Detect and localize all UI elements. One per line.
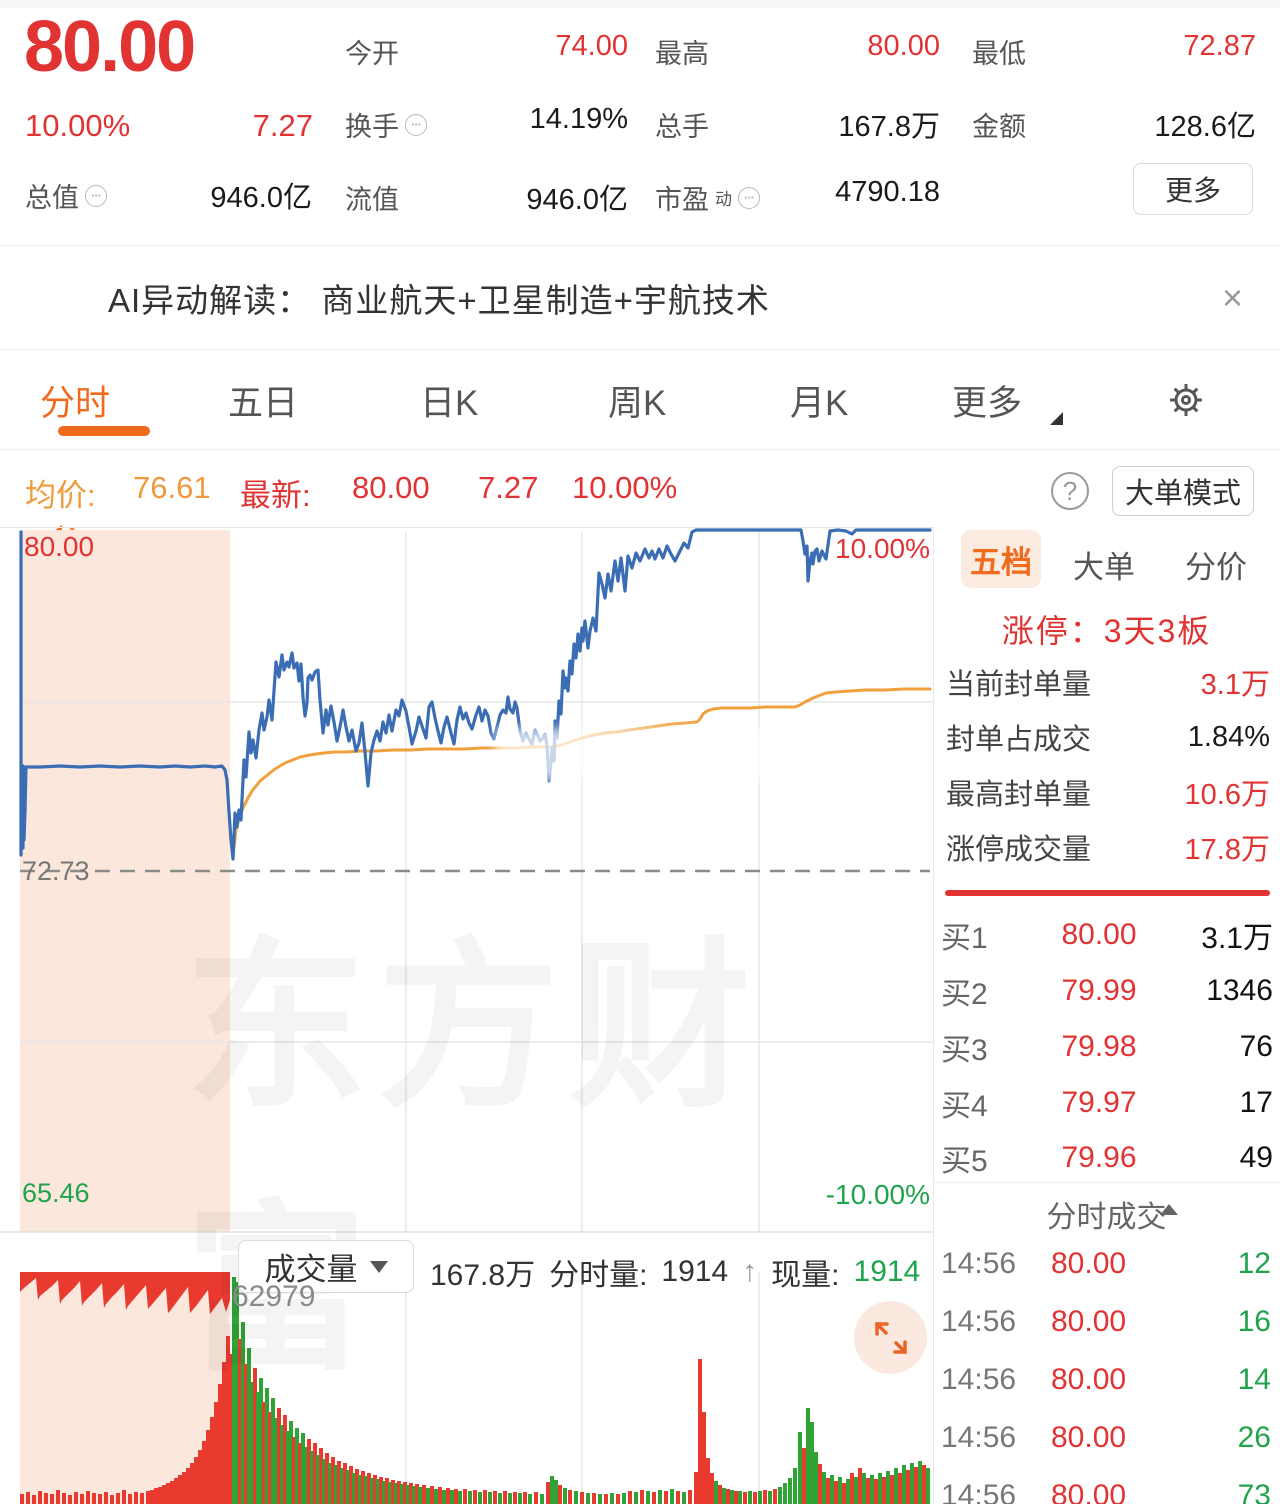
red-divider — [945, 890, 1270, 896]
up-arrow-icon: ↑ — [742, 1255, 758, 1288]
panel-stat-row: 当前封单量 3.1万 — [946, 669, 1270, 701]
bid-row-2[interactable]: 买2 79.99 1346 — [941, 974, 1273, 1011]
more-button[interactable]: 更多 — [1133, 163, 1253, 215]
open-value: 74.00 — [555, 30, 628, 62]
axis-pct-up: 10.00% — [835, 533, 930, 564]
open-label: 今开 — [345, 39, 399, 69]
chevron-down-icon — [369, 1260, 388, 1273]
panel-tab-five-levels[interactable]: 五档 — [961, 530, 1041, 588]
minute-volume-label: 分时量: — [549, 1259, 648, 1292]
info-icon[interactable]: ··· — [85, 184, 107, 207]
axis-limit-up: 80.00 — [24, 531, 95, 562]
axis-prev-close: 72.73 — [22, 856, 90, 886]
tab-minute[interactable]: 分时 — [40, 384, 111, 423]
expand-icon — [874, 1321, 907, 1354]
trades-title[interactable]: 分时成交 — [1046, 1201, 1167, 1234]
ai-alert-text: AI异动解读： 商业航天+卫星制造+宇航技术 — [108, 281, 770, 319]
divider — [0, 449, 1280, 450]
panel-tab-price-dist[interactable]: 分价 — [1185, 550, 1247, 585]
low-value: 72.87 — [1183, 30, 1256, 62]
trade-row: 14:56 80.00 16 — [941, 1305, 1271, 1338]
current-volume-label: 现量: — [771, 1259, 840, 1292]
info-icon[interactable]: ··· — [405, 113, 427, 136]
amount-value: 128.6亿 — [1154, 111, 1256, 143]
bid-row-1[interactable]: 买1 80.00 3.1万 — [941, 918, 1273, 955]
minute-volume: 1914 — [661, 1255, 729, 1288]
ai-alert-bar[interactable]: AI异动解读： 商业航天+卫星制造+宇航技术 × — [0, 245, 1280, 561]
current-price: 80.00 — [24, 7, 196, 87]
active-tab-underline — [58, 426, 150, 436]
pe-value: 4790.18 — [835, 176, 940, 208]
volume-total: 167.8万 — [430, 1259, 536, 1292]
mktcap-value: 946.0亿 — [210, 182, 312, 214]
latest-label: 最新: — [240, 478, 311, 513]
help-icon[interactable]: ? — [1051, 472, 1089, 510]
axis-limit-down: 65.46 — [22, 1178, 90, 1208]
volume-indicator-selector[interactable]: 成交量 — [238, 1240, 414, 1293]
pe-label: 市盈动 ··· — [655, 178, 760, 217]
top-strip — [0, 0, 1280, 8]
divider — [933, 1182, 1280, 1183]
volume-value: 167.8万 — [838, 111, 940, 143]
amount-label: 金额 — [972, 112, 1026, 142]
volume-stats: 167.8万 分时量: 1914 ↑ 现量: 1914 — [430, 1250, 920, 1294]
panel-tab-big-orders[interactable]: 大单 — [1073, 550, 1135, 585]
close-icon[interactable]: × — [1222, 276, 1244, 318]
high-label: 最高 — [655, 39, 709, 69]
tab-monthly-k[interactable]: 月K — [790, 384, 849, 423]
change-percent: 10.00% — [25, 108, 131, 143]
change-amount: 7.27 — [252, 108, 313, 143]
latest-percent: 10.00% — [572, 470, 678, 505]
high-value: 80.00 — [867, 30, 940, 62]
panel-stat-row: 封单占成交 1.84% — [946, 720, 1270, 757]
tab-more[interactable]: 更多 — [952, 384, 1023, 423]
panel-stat-row: 涨停成交量 17.8万 — [946, 834, 1270, 866]
tab-daily-k[interactable]: 日K — [420, 384, 479, 423]
fullscreen-button[interactable] — [854, 1301, 927, 1374]
corner-triangle-icon — [1050, 412, 1063, 425]
bid-row-4[interactable]: 买4 79.97 17 — [941, 1086, 1273, 1123]
current-volume: 1914 — [853, 1255, 921, 1288]
gear-icon[interactable] — [1164, 378, 1208, 422]
tab-5day[interactable]: 五日 — [228, 384, 299, 423]
tab-weekly-k[interactable]: 周K — [608, 384, 667, 423]
triangle-up-icon — [1160, 1204, 1178, 1215]
info-icon[interactable]: ··· — [738, 186, 760, 209]
panel-stat-row: 最高封单量 10.6万 — [946, 779, 1270, 811]
big-order-mode-button[interactable]: 大单模式 — [1112, 466, 1254, 516]
axis-pct-down: -10.00% — [825, 1179, 930, 1210]
volume-label: 总手 — [655, 112, 709, 142]
latest-price: 80.00 — [352, 470, 430, 505]
low-label: 最低 — [972, 39, 1026, 69]
max-volume-label: 62979 — [232, 1280, 316, 1313]
float-label: 流值 — [345, 185, 399, 215]
float-value: 946.0亿 — [526, 184, 628, 216]
trade-row: 14:56 80.00 73 — [941, 1479, 1271, 1504]
avg-price-value: 76.61 — [133, 470, 211, 505]
change-row: 10.00% 7.27 — [25, 108, 313, 144]
bid-row-3[interactable]: 买3 79.98 76 — [941, 1030, 1273, 1067]
intraday-chart[interactable] — [0, 527, 933, 1504]
latest-change: 7.27 — [478, 470, 539, 505]
divider — [933, 527, 934, 1504]
turnover-label: 换手 ··· — [345, 105, 427, 144]
bid-row-5[interactable]: 买5 79.96 49 — [941, 1141, 1273, 1178]
avg-price-label: 均价: — [25, 478, 96, 513]
mktcap-label: 总值 ··· — [25, 176, 107, 215]
limit-up-streak: 涨停：3天3板 — [1001, 613, 1212, 649]
trade-row: 14:56 80.00 14 — [941, 1363, 1271, 1396]
turnover-value: 14.19% — [529, 103, 628, 135]
blur-patch — [495, 728, 935, 780]
trade-row: 14:56 80.00 12 — [941, 1247, 1271, 1280]
trade-row: 14:56 80.00 26 — [941, 1421, 1271, 1454]
